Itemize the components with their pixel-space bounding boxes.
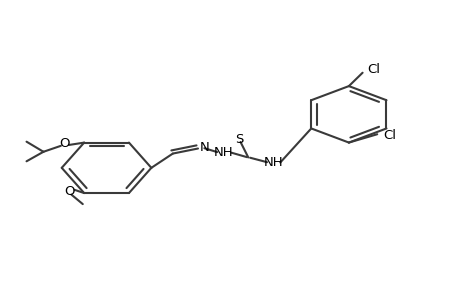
Text: O: O: [64, 185, 74, 198]
Text: O: O: [59, 137, 70, 150]
Text: NH: NH: [214, 146, 233, 159]
Text: NH: NH: [263, 156, 283, 169]
Text: N: N: [199, 141, 209, 154]
Text: S: S: [235, 133, 243, 146]
Text: Cl: Cl: [382, 129, 395, 142]
Text: Cl: Cl: [366, 63, 379, 76]
